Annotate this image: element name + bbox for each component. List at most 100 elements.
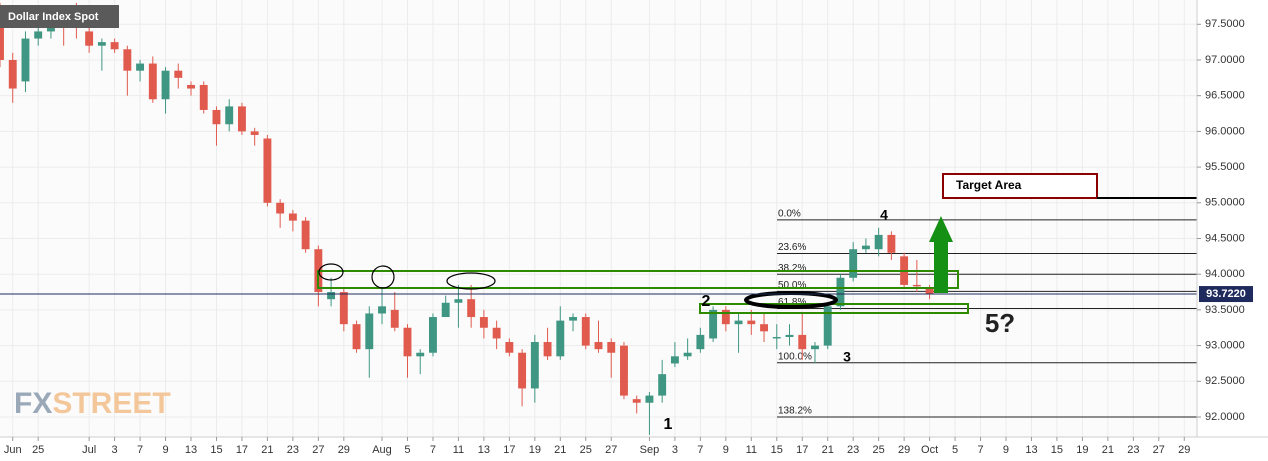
candle-body xyxy=(747,320,756,325)
wave-label: 1 xyxy=(664,416,673,433)
candle-body xyxy=(632,399,641,403)
candle-body xyxy=(199,84,208,110)
x-tick-label: 25 xyxy=(580,444,592,456)
fib-label: 50.0% xyxy=(778,280,806,291)
candle-body xyxy=(912,284,921,287)
x-tick-label: 15 xyxy=(771,444,783,456)
fib-levels: 0.0% 23.6% 38.2% 50.0% 61.8% 100.0% 138.2% xyxy=(777,209,1197,418)
fib-label: 0.0% xyxy=(778,209,801,220)
x-tick-label: 17 xyxy=(503,444,515,456)
fib-label: 138.2% xyxy=(778,406,812,417)
x-tick-label: 7 xyxy=(977,444,983,456)
candle-body xyxy=(352,324,361,350)
candle-body xyxy=(110,42,119,50)
y-tick-label: 94.0000 xyxy=(1205,268,1245,280)
candle-body xyxy=(161,70,170,100)
candle-body xyxy=(0,9,4,60)
x-tick-label: 25 xyxy=(32,444,44,456)
x-tick-label: 21 xyxy=(822,444,834,456)
candle-body xyxy=(21,38,30,82)
candle-body xyxy=(429,317,437,353)
x-tick-label: 21 xyxy=(261,444,273,456)
x-tick-label: 5 xyxy=(404,444,410,456)
y-tick-label: 92.5000 xyxy=(1205,375,1245,387)
x-tick-label: Jun xyxy=(4,444,22,456)
candle-body xyxy=(836,277,845,307)
y-tick-label: 93.0000 xyxy=(1205,340,1245,352)
candle-body xyxy=(123,49,132,71)
x-tick-label: 27 xyxy=(312,444,324,456)
candle-body xyxy=(569,317,577,321)
candle-body xyxy=(492,327,501,339)
x-tick-label: 23 xyxy=(847,444,859,456)
chart-title: Dollar Index Spot xyxy=(8,11,99,23)
x-tick-label: 15 xyxy=(1051,444,1063,456)
current-price-label: 93.7220 xyxy=(1206,288,1246,300)
x-tick-label: 19 xyxy=(1076,444,1088,456)
candle-body xyxy=(696,334,705,350)
candle-body xyxy=(378,306,386,314)
candle-body xyxy=(390,309,399,328)
wave-label: 2 xyxy=(702,293,711,310)
candle-body xyxy=(811,345,819,350)
watermark-prefix: FX xyxy=(14,387,52,420)
candle-body xyxy=(556,320,565,357)
candle-body xyxy=(581,317,590,346)
x-tick-label: 9 xyxy=(1003,444,1009,456)
candle-body xyxy=(518,352,527,389)
x-tick-label: 3 xyxy=(672,444,678,456)
candle-body xyxy=(543,342,552,357)
y-tick-label: 95.0000 xyxy=(1205,197,1245,209)
fib-label: 23.6% xyxy=(778,242,806,253)
x-tick-label: 11 xyxy=(453,444,464,456)
candle-body xyxy=(467,299,476,318)
candle-body xyxy=(874,234,883,250)
x-tick-label: 13 xyxy=(478,444,490,456)
x-tick-label: 21 xyxy=(554,444,566,456)
watermark: FXSTREET xyxy=(14,387,171,420)
x-tick-label: Oct xyxy=(921,444,938,456)
y-tick-label: 92.0000 xyxy=(1205,411,1245,423)
x-tick-label: 3 xyxy=(112,444,118,456)
x-tick-label: 11 xyxy=(746,444,757,456)
candle-body xyxy=(263,138,272,203)
x-tick-label: 13 xyxy=(1025,444,1037,456)
x-tick-label: Jul xyxy=(82,444,96,456)
candle-body xyxy=(670,356,679,364)
candle-body xyxy=(709,309,718,339)
candle-body xyxy=(403,327,412,357)
candle-body xyxy=(658,374,667,396)
candle-body xyxy=(327,292,336,300)
candle-body xyxy=(365,313,374,350)
x-tick-label: 29 xyxy=(898,444,910,456)
x-tick-label: 23 xyxy=(1127,444,1139,456)
x-tick-label: 17 xyxy=(236,444,248,456)
title-box xyxy=(0,5,119,28)
candle-body xyxy=(721,309,730,325)
current-price-box xyxy=(1199,286,1253,303)
candle-body xyxy=(925,288,934,295)
candle-body xyxy=(34,31,43,39)
wave-label: 5? xyxy=(985,308,1015,338)
x-tick-label: 29 xyxy=(1178,444,1190,456)
x-tick-label: 27 xyxy=(1153,444,1165,456)
candle-body xyxy=(620,345,628,396)
y-tick-label: 93.5000 xyxy=(1205,304,1245,316)
highlight-ellipse xyxy=(446,272,496,290)
fib-label: 38.2% xyxy=(778,263,806,274)
candle-body xyxy=(237,106,246,132)
candle-body xyxy=(174,70,183,78)
candle-body xyxy=(530,342,539,389)
candle-body xyxy=(479,317,488,328)
y-tick-label: 95.5000 xyxy=(1205,161,1245,173)
candle-body xyxy=(148,63,157,100)
candle-body xyxy=(339,292,348,325)
candle-body xyxy=(301,220,310,250)
fib-label: 100.0% xyxy=(778,351,812,362)
x-tick-label: Aug xyxy=(372,444,392,456)
candle-body xyxy=(250,131,259,135)
y-tick-label: 96.5000 xyxy=(1205,90,1245,102)
x-tick-label: 17 xyxy=(796,444,808,456)
x-tick-label: 29 xyxy=(338,444,350,456)
x-tick-label: 27 xyxy=(605,444,617,456)
